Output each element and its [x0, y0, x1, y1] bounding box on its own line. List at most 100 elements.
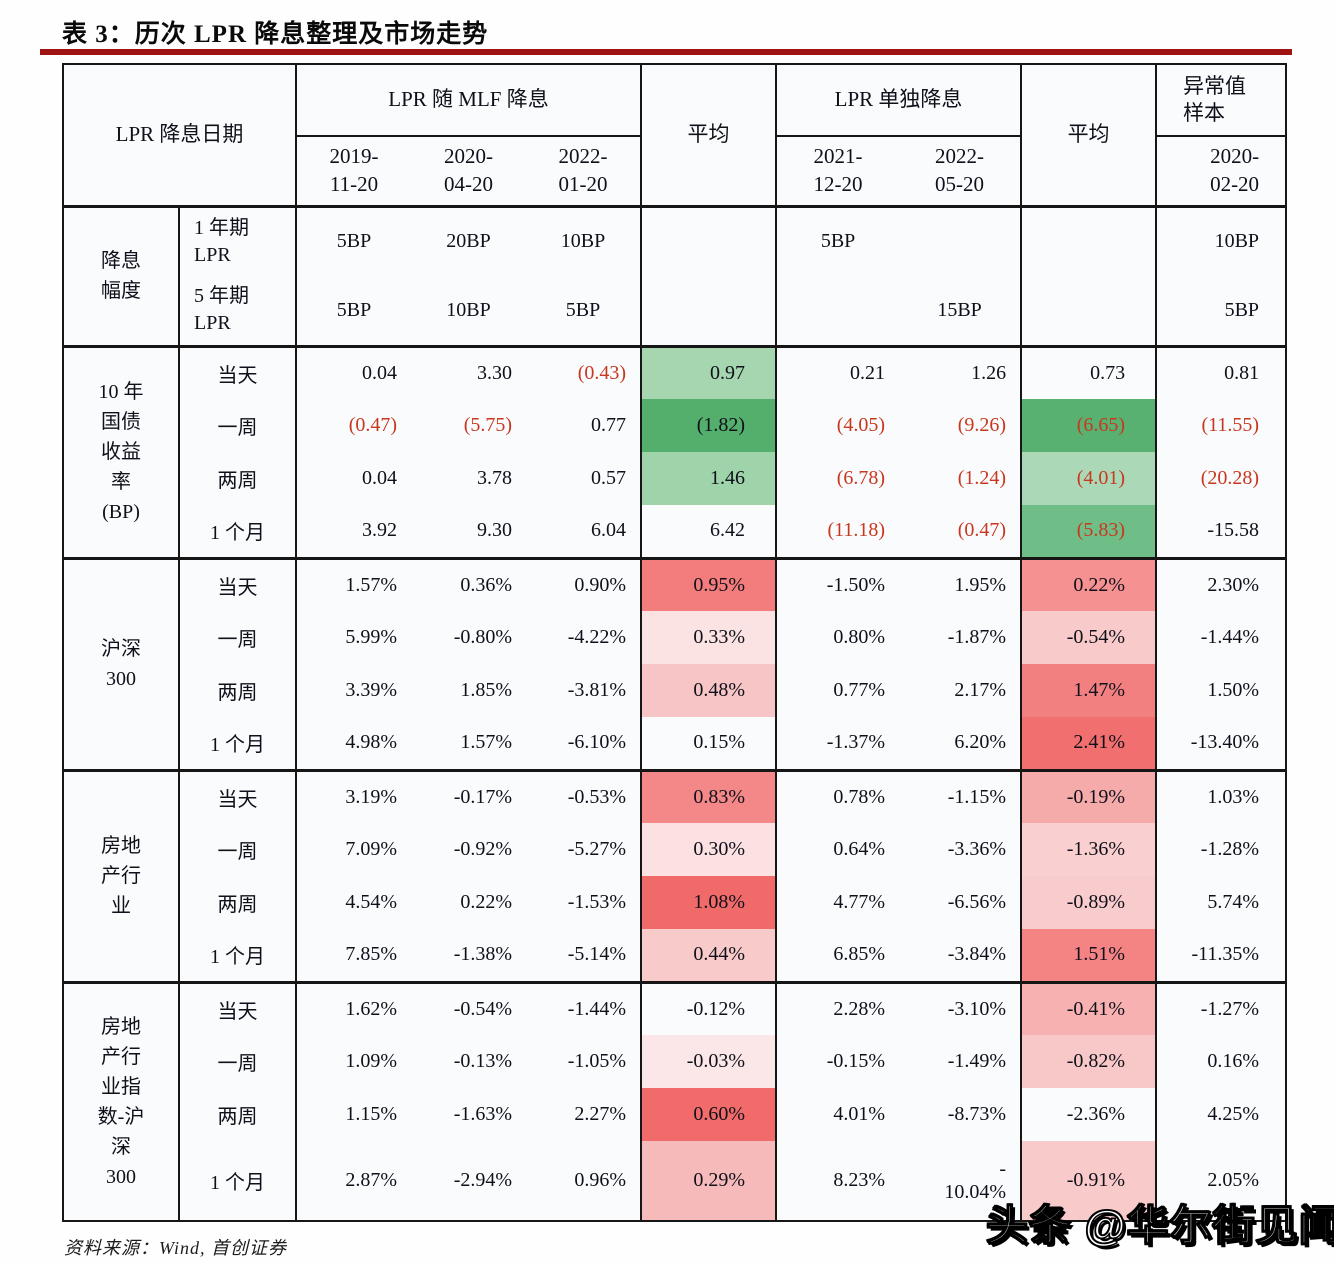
title-underline	[40, 49, 1292, 55]
magnitude-value-cell: 10BP	[446, 298, 491, 321]
period-cell: 两周	[177, 876, 297, 929]
table-body: 降息 幅度 1 年期 LPR 5BP 20BP 10BP 5BP 10BP 5 年期 LPR 5…	[63, 204, 1287, 1221]
avg-value-cell: -0.82%	[1020, 1035, 1157, 1088]
value-cell: 2.87%	[295, 1141, 412, 1221]
outlier-value-cell: 5.74%	[1155, 876, 1287, 929]
section-label: 房地 产行 业	[63, 768, 179, 982]
value-cell: 0.80%	[775, 611, 900, 664]
value-cell: 1.09%	[295, 1035, 412, 1088]
avg-value-cell: 0.33%	[640, 611, 777, 664]
avg-value-cell: (5.83)	[1020, 505, 1157, 558]
header-group-solo-label: LPR 单独降息	[775, 64, 1022, 137]
value-cell: 0.78%	[775, 768, 900, 823]
value-cell: -1.44%	[526, 980, 642, 1035]
period-cell: 5 年期 LPR	[177, 276, 297, 346]
table-header: LPR 降息日期 LPR 随 MLF 降息 平均 LPR 单独降息 平均 异常值…	[63, 64, 1287, 206]
value-cell: 3.30	[411, 344, 527, 399]
period-cell: 当天	[177, 344, 297, 399]
data-row: 一周 7.09% -0.92% -5.27% 0.30% 0.64% -3.36% -1.36…	[63, 823, 1287, 876]
avg-value-cell: -0.19%	[1020, 768, 1157, 823]
value-cell: 1.85%	[460, 679, 513, 701]
value-cell: 3.39%	[295, 664, 412, 717]
value-cell: 8.23%	[775, 1141, 900, 1221]
section-label: 降息 幅度	[63, 204, 179, 346]
avg-value-cell: 0.29%	[640, 1141, 777, 1221]
data-row: 房地 产行 业指 数-沪 深 300 当天 1.62% -0.54% -1.44% -0.…	[63, 980, 1287, 1221]
outlier-value-cell: 5BP	[1155, 276, 1287, 346]
period-cell: 1 个月	[177, 717, 297, 770]
value-cell: -5.14%	[567, 943, 627, 966]
value-cell: 1.62%	[295, 980, 412, 1035]
data-row: 沪深 300 当天 1.57% 0.36% 0.90% 0.95% -1.50% 1.95% 0…	[63, 556, 1287, 770]
period-cell: 两周	[177, 452, 297, 505]
magnitude-value-cell: 5BP	[775, 204, 900, 276]
outlier-value-cell: 0.16%	[1155, 1035, 1287, 1088]
avg-value-cell: 2.41%	[1020, 717, 1157, 770]
data-row: 房地 产行 业当天 3.19% -0.17% -0.53% 0.83% 0.78% -1.1…	[63, 768, 1287, 982]
header-outlier-label: 异常值 样本	[1155, 64, 1287, 137]
value-cell: -6.56%	[947, 891, 1007, 913]
magnitude-value-cell: 5BP	[295, 204, 412, 276]
header-date-label: LPR 降息日期	[115, 122, 244, 147]
data-row: 1 个月 4.98% 1.57% -6.10% 0.15% -1.37% 6.20% 2.41…	[63, 717, 1287, 770]
value-cell: -3.36%	[947, 838, 1007, 860]
value-cell: 1.95%	[899, 556, 1022, 611]
magnitude-value-cell	[899, 204, 1022, 276]
data-row: 两周 3.39% 1.85% -3.81% 0.48% 0.77% 2.17% 1.47% 1.…	[63, 664, 1287, 717]
period-cell: 1 个月	[177, 1141, 297, 1221]
header-avg1-label: 平均	[640, 64, 777, 206]
header-date-solo-1: 2021- 12-20	[775, 136, 900, 206]
section-label: 房地 产行 业指 数-沪 深 300	[63, 980, 179, 1221]
period-cell: 一周	[177, 399, 297, 452]
value-cell: (1.24)	[957, 467, 1007, 489]
value-cell: 4.77%	[775, 876, 900, 929]
period-cell: 1 年期 LPR	[177, 204, 297, 276]
value-cell: -1.38%	[453, 943, 513, 966]
avg-value-cell: 0.97	[640, 344, 777, 399]
outlier-value-cell: -1.44%	[1155, 611, 1287, 664]
outlier-value-cell: 1.03%	[1155, 768, 1287, 823]
value-cell: 0.21	[775, 344, 900, 399]
value-cell: 7.85%	[295, 929, 412, 982]
outlier-value-cell: -15.58	[1155, 505, 1287, 558]
magnitude-value-cell	[775, 276, 900, 346]
value-cell: -6.10%	[567, 731, 627, 754]
period-cell: 1 个月	[177, 505, 297, 558]
value-cell: 1.26	[899, 344, 1022, 399]
data-row: 10 年 国债 收益 率 (BP) 当天 0.04 3.30 (0.43) 0.97 0.2…	[63, 344, 1287, 558]
avg-value-cell: -0.89%	[1020, 876, 1157, 929]
value-cell: 4.54%	[295, 876, 412, 929]
header-group-mlf-label: LPR 随 MLF 降息	[295, 64, 642, 137]
value-cell: (9.26)	[957, 414, 1007, 436]
avg-value-cell: 0.95%	[640, 556, 777, 611]
value-cell: (4.05)	[775, 399, 900, 452]
avg-value-cell: 0.73	[1020, 344, 1157, 399]
data-row: 一周 (0.47) (5.75) 0.77 (1.82) (4.05) (9.26) (6.6…	[63, 399, 1287, 452]
value-cell: -1.49%	[947, 1050, 1007, 1072]
value-cell: - 10.04%	[944, 1157, 1007, 1203]
avg-value-cell: 6.42	[640, 505, 777, 558]
header-date-solo-2: 2022- 05-20	[935, 144, 985, 196]
value-cell: 9.30	[477, 519, 513, 542]
data-row: 两周 0.04 3.78 0.57 1.46 (6.78) (1.24) (4.01) (20.…	[63, 452, 1287, 505]
value-cell: -0.17%	[411, 768, 527, 823]
value-cell: 0.90%	[526, 556, 642, 611]
value-cell: 3.78	[477, 467, 513, 489]
outlier-value-cell: 2.30%	[1155, 556, 1287, 611]
value-cell: 0.22%	[460, 891, 513, 913]
magnitude-row: 降息 幅度 1 年期 LPR 5BP 20BP 10BP 5BP 10BP	[63, 204, 1287, 346]
header-row-dates: 2019- 11-20 2020- 04-20 2022- 01-20 2021…	[63, 136, 1287, 206]
value-cell: 4.01%	[775, 1088, 900, 1141]
value-cell: -1.15%	[899, 768, 1022, 823]
outlier-value-cell: 2.05%	[1155, 1141, 1287, 1221]
value-cell: 6.04	[591, 519, 627, 542]
value-cell: -1.53%	[567, 891, 627, 913]
data-row: 一周 1.09% -0.13% -1.05% -0.03% -0.15% -1.49% -0.…	[63, 1035, 1287, 1088]
header-row-groups: LPR 降息日期 LPR 随 MLF 降息 平均 LPR 单独降息 平均 异常值…	[63, 64, 1287, 206]
outlier-value-cell: -13.40%	[1155, 717, 1287, 770]
section-label: 沪深 300	[63, 556, 179, 770]
value-cell: 4.98%	[295, 717, 412, 770]
header-date-outlier: 2020- 02-20	[1155, 136, 1287, 206]
avg-value-cell: -0.91%	[1020, 1141, 1157, 1221]
